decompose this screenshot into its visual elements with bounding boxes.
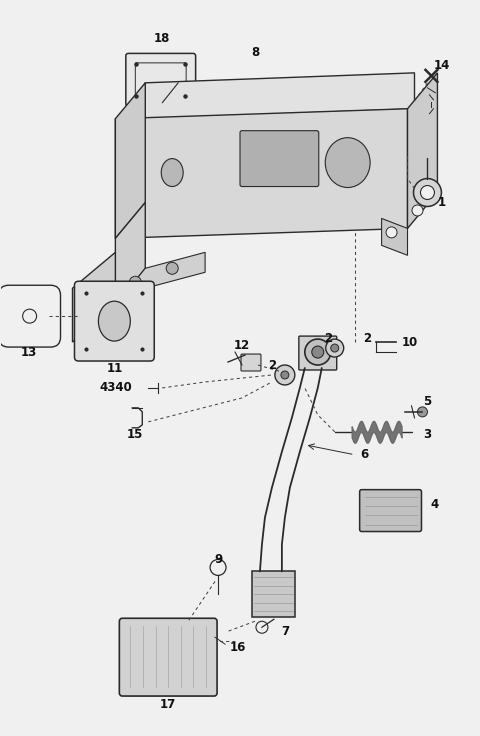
Text: 17: 17 [160,698,176,710]
FancyBboxPatch shape [120,618,217,696]
Circle shape [166,262,178,275]
FancyBboxPatch shape [135,63,186,97]
Text: 16: 16 [230,641,246,654]
Text: 6: 6 [360,448,369,461]
Text: 11: 11 [106,361,122,375]
Polygon shape [115,202,145,305]
Circle shape [312,346,324,358]
Circle shape [418,407,428,417]
Polygon shape [72,252,115,342]
FancyBboxPatch shape [299,336,336,370]
Circle shape [275,365,295,385]
Circle shape [326,339,344,357]
Text: 4: 4 [430,498,439,511]
Text: 5: 5 [423,395,432,408]
Polygon shape [115,83,145,238]
Text: 8: 8 [251,46,259,60]
Circle shape [305,339,331,365]
Text: 4340: 4340 [99,381,132,394]
FancyBboxPatch shape [360,489,421,531]
Ellipse shape [161,158,183,186]
FancyBboxPatch shape [74,281,154,361]
Circle shape [256,621,268,633]
FancyBboxPatch shape [241,354,261,371]
Circle shape [386,227,397,238]
Circle shape [331,344,339,352]
Text: 3: 3 [423,428,432,442]
Circle shape [413,179,442,207]
Polygon shape [115,109,408,238]
Text: 2: 2 [268,358,276,372]
Polygon shape [382,219,408,255]
Text: 7: 7 [281,625,289,637]
Circle shape [281,371,289,379]
Text: 12: 12 [234,339,250,352]
Polygon shape [145,73,415,118]
Circle shape [210,559,226,576]
Ellipse shape [325,138,370,188]
Polygon shape [408,73,437,228]
Text: 2: 2 [324,332,332,344]
Polygon shape [115,252,205,325]
Polygon shape [252,571,295,618]
Text: 1: 1 [437,196,445,209]
Text: 15: 15 [127,428,144,442]
FancyBboxPatch shape [240,131,319,186]
Circle shape [412,205,423,216]
Text: 13: 13 [21,345,37,358]
FancyBboxPatch shape [0,286,60,347]
Circle shape [23,309,36,323]
Ellipse shape [98,301,130,341]
Text: 9: 9 [214,553,222,566]
Circle shape [129,276,141,289]
Text: 18: 18 [154,32,170,46]
Text: 10: 10 [401,336,418,349]
Circle shape [420,185,434,199]
Text: 14: 14 [433,60,450,72]
FancyBboxPatch shape [126,54,196,106]
Text: 2: 2 [363,332,372,344]
